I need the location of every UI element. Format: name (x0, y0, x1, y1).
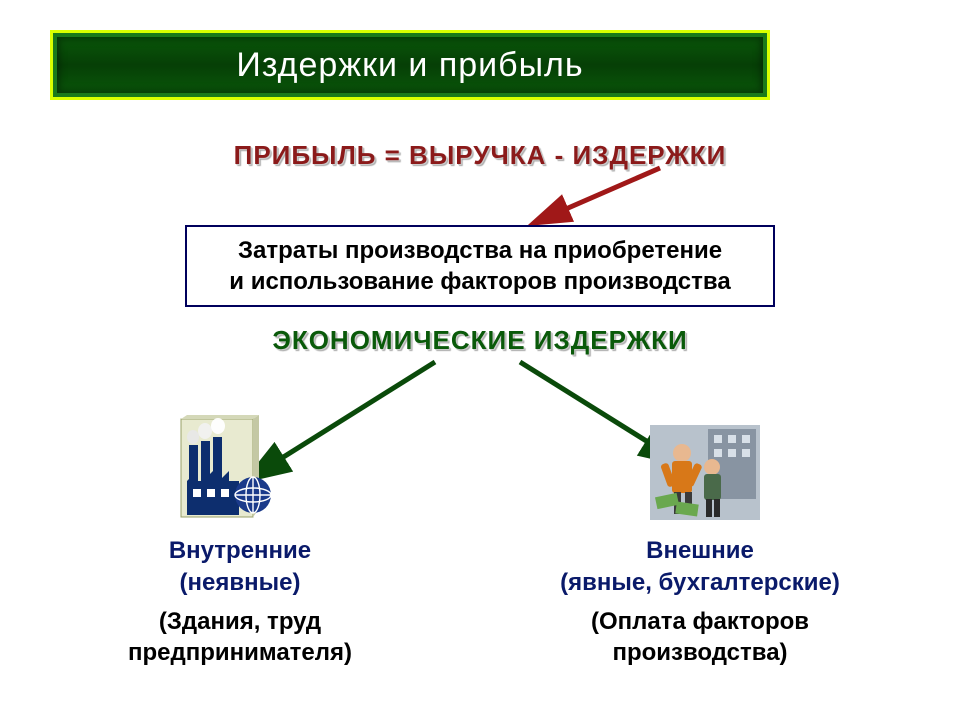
left-sub: (Здания, труд предпринимателя) (60, 606, 420, 668)
factory-icon (175, 415, 285, 540)
people-icon (650, 425, 760, 525)
branch-right: Внешние (явные, бухгалтерские) (Оплата ф… (520, 535, 880, 668)
left-title: Внутренние (неявные) (60, 535, 420, 600)
branch-left: Внутренние (неявные) (Здания, труд предп… (60, 535, 420, 668)
right-title: Внешние (явные, бухгалтерские) (520, 535, 880, 600)
right-sub: (Оплата факторов производства) (520, 606, 880, 668)
